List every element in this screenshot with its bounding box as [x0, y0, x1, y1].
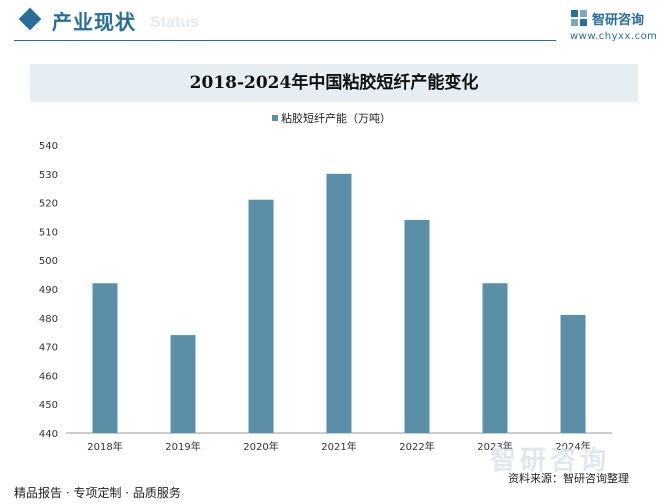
- section-title: 产业现状: [52, 10, 136, 34]
- y-tick-label: 440: [39, 429, 58, 440]
- bar: [326, 173, 352, 434]
- x-tick-label: 2023年: [477, 440, 512, 453]
- chart-title: 2018-2024年中国粘胶短纤产能变化: [189, 73, 479, 93]
- y-tick-label: 480: [39, 314, 58, 325]
- x-tick-label: 2020年: [243, 440, 278, 453]
- y-tick-label: 520: [39, 199, 58, 210]
- bar: [170, 335, 196, 433]
- x-tick-label: 2024年: [555, 440, 590, 453]
- source-note: 资料来源：智研咨询整理: [508, 472, 629, 485]
- bar: [560, 314, 586, 433]
- header-divider: [14, 40, 556, 41]
- section-subtitle: Status: [150, 14, 199, 31]
- footer-slogan: 精品报告 · 专项定制 · 品质服务: [14, 486, 181, 500]
- header: 产业现状 Status 智研咨询 www.chyxx.com: [0, 0, 670, 44]
- legend-swatch: [272, 115, 278, 121]
- logo-name: 智研咨询: [592, 13, 645, 28]
- y-tick-label: 530: [39, 170, 58, 181]
- y-tick-label: 450: [39, 400, 58, 411]
- x-tick-label: 2021年: [321, 440, 356, 453]
- y-tick-label: 460: [39, 371, 58, 382]
- legend-label: 粘胶短纤产能（万吨）: [281, 111, 391, 125]
- x-tick-label: 2019年: [165, 440, 200, 453]
- bar: [92, 283, 118, 433]
- y-tick-label: 500: [39, 256, 58, 267]
- bar: [404, 219, 430, 433]
- logo-url: www.chyxx.com: [570, 31, 658, 42]
- y-tick-label: 540: [39, 141, 58, 152]
- x-tick-label: 2022年: [399, 440, 434, 453]
- y-tick-label: 510: [39, 227, 58, 238]
- y-tick-label: 490: [39, 285, 58, 296]
- logo-icon: [571, 10, 587, 26]
- chart-title-band: 2018-2024年中国粘胶短纤产能变化: [30, 64, 638, 102]
- bar: [482, 283, 508, 433]
- watermark-logo: 智研咨询: [490, 446, 611, 476]
- x-tick-label: 2018年: [87, 440, 122, 453]
- bar: [248, 199, 274, 433]
- y-tick-label: 470: [39, 343, 58, 354]
